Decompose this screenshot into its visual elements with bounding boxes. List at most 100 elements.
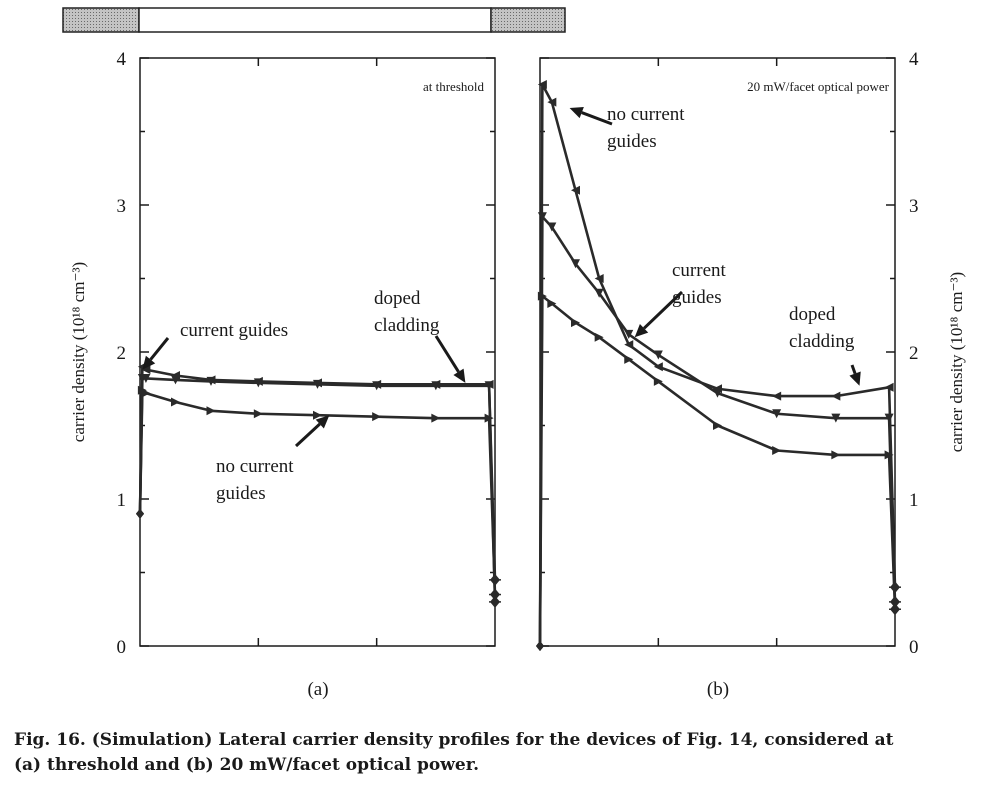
annotation-arrowhead-current-guides [142,355,156,370]
data-point [537,291,547,301]
ytick-label: 4 [117,49,127,70]
data-point [431,381,441,391]
ytick-label: 2 [909,343,919,364]
data-point [831,413,841,423]
panel-a-ticks: 0 1 2 3 4 [117,49,495,658]
panel-b-label: (b) [707,679,729,700]
data-point [594,274,604,283]
panel-a-series [136,362,501,608]
device-bar-cladding-right [490,7,566,33]
annotation-no-current-guides: no current [216,456,294,477]
ytick-label: 2 [117,343,127,364]
data-point [171,397,180,407]
panel-b: 0 1 2 3 4 20 mW/facet optical power no curre… [536,49,966,700]
series-1-line [538,83,897,647]
panel-a-label: (a) [307,679,328,700]
data-point [484,413,494,423]
annotation-arrowhead-doped-cladding [849,371,861,386]
figure-caption: Fig. 16. (Simulation) Lateral carrier de… [14,728,989,778]
data-point [831,391,841,401]
panel-a-annotations: current guides doped cladding no current gui… [142,288,466,504]
data-point [884,450,894,460]
annotation-arrow-doped-cladding [850,364,857,375]
annotation-current-guides: current guides [180,320,288,341]
panel-b-ylabel: carrier density (10¹⁸ cm⁻³) [947,272,966,452]
device-bar-cladding-left [62,7,140,33]
caption-line-1: Fig. 16. (Simulation) Lateral carrier de… [14,730,894,750]
series-2-line [538,215,897,647]
device-bar [62,7,566,33]
data-point [624,329,634,339]
data-point [571,318,580,328]
ytick-label: 0 [117,637,127,658]
caption-line-2: (a) threshold and (b) 20 mW/facet optica… [14,755,480,775]
data-point [313,410,322,420]
panel-a: 0 1 2 3 4 at threshold current guides doped cl… [69,49,501,700]
data-point [141,388,151,398]
data-point [884,413,894,423]
ytick-label: 1 [909,490,919,511]
data-point [594,332,604,342]
ytick-label: 4 [909,49,919,70]
panel-a-frame [139,57,496,647]
annotation-arrow-current-guides [643,290,684,330]
data-point [713,421,722,430]
annotation-arrowhead-no-current-guides [315,415,330,429]
annotation-current-guides: guides [672,287,722,308]
ytick-label: 3 [117,196,127,217]
annotation-doped-cladding: doped [374,288,421,309]
data-point [772,409,782,419]
annotation-arrow-no-current-guides [581,111,613,126]
ytick-label: 0 [909,637,919,658]
annotation-current-guides: current [672,260,727,281]
annotation-arrow-current-guides [149,337,170,361]
annotation-arrowhead-current-guides [634,323,649,338]
panel-b-condition: 20 mW/facet optical power [747,79,890,94]
data-point [772,445,782,455]
annotation-no-current-guides: no current [607,104,685,125]
data-point [431,413,441,423]
data-point [171,375,180,385]
data-point [372,381,382,391]
annotation-arrowhead-doped-cladding [453,368,466,383]
series-1-line [138,365,497,602]
data-point [206,376,216,386]
ytick-label: 1 [117,490,127,511]
data-point [653,376,663,386]
annotation-arrowhead-no-current-guides [569,106,584,119]
panel-a-ylabel: carrier density (10¹⁸ cm⁻³) [69,262,88,442]
data-point [571,259,580,269]
data-point [206,406,216,416]
data-point [653,350,663,360]
annotation-doped-cladding: doped [789,304,836,325]
data-point [547,222,557,232]
data-point [547,298,557,308]
data-point [884,382,894,392]
data-point [537,79,547,89]
data-point [537,212,547,222]
panel-b-series [536,79,901,651]
annotation-doped-cladding: cladding [374,315,440,336]
data-point [141,365,151,375]
start-point [536,641,544,651]
data-point [772,391,782,401]
start-point [136,508,144,519]
ytick-label: 3 [909,196,919,217]
annotation-arrow-doped-cladding [434,335,460,373]
device-bar-core [138,7,492,33]
panel-b-ticks: 0 1 2 3 4 [540,49,919,658]
data-point [313,379,322,389]
panel-b-annotations: no current guides current guides doped claddi… [569,104,861,386]
data-point [372,412,382,422]
series-2-line [138,377,497,580]
data-point [624,354,634,364]
data-point [713,388,722,398]
data-point [831,450,841,460]
data-point [253,378,263,388]
annotation-arrow-no-current-guides [294,422,321,448]
data-point [253,409,263,419]
data-point [141,373,151,383]
panel-a-condition: at threshold [423,79,485,94]
data-point [624,340,634,350]
